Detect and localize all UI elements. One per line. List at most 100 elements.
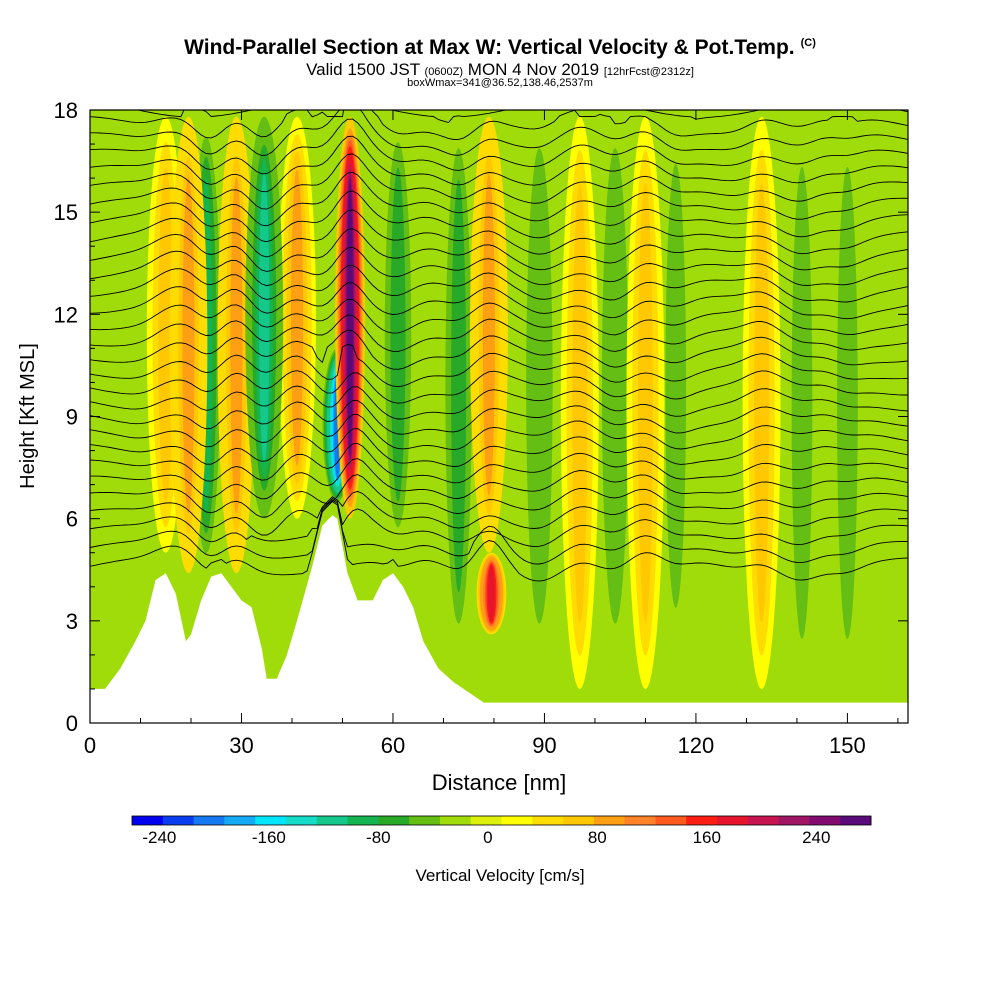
updraft-core — [217, 116, 256, 574]
colorbar-segment — [378, 816, 410, 825]
colorbar-tick-label: 160 — [693, 828, 721, 847]
colorbar-segment — [778, 816, 810, 825]
colorbar-segment — [285, 816, 318, 825]
theta-contour — [90, 414, 908, 451]
colorbar-segment — [809, 816, 841, 825]
colorbar-segment — [470, 816, 502, 825]
theta-contour — [90, 329, 908, 370]
downdraft-band-level — [259, 173, 270, 463]
downdraft-band-level — [451, 179, 467, 593]
colorbar-segment — [347, 816, 379, 825]
updraft-core — [335, 116, 365, 519]
colorbar-tick-label: 80 — [588, 828, 607, 847]
theta-contour — [90, 118, 908, 175]
x-tick-label: 30 — [229, 733, 253, 758]
theta-contour — [90, 370, 908, 404]
y-tick-label: 6 — [66, 507, 78, 532]
x-tick-label: 120 — [678, 733, 715, 758]
chart-title: Wind-Parallel Section at Max W: Vertical… — [0, 36, 1000, 60]
colorbar-segment — [193, 816, 225, 825]
updraft-core — [476, 552, 507, 635]
colorbar-segment — [593, 816, 626, 825]
updraft-band-level — [488, 565, 495, 622]
colorbar-segment — [132, 816, 164, 825]
theta-contour — [90, 499, 908, 565]
updraft-core — [742, 116, 781, 689]
theta-contour — [90, 209, 908, 258]
theta-contour — [90, 190, 908, 243]
downdraft-core — [828, 116, 867, 689]
colorbar-segment — [162, 816, 195, 825]
theta-contour — [90, 264, 908, 303]
colorbar-segment — [439, 816, 472, 825]
downdraft-band-level — [531, 179, 547, 593]
theta-contour — [90, 385, 908, 420]
terrain-profile — [90, 515, 908, 723]
y-tick-label: 9 — [66, 405, 78, 430]
colorbar-segment — [501, 816, 533, 825]
colorbar-label: Vertical Velocity [cm/s] — [415, 866, 584, 885]
colorbar-frame — [131, 815, 872, 826]
updraft-core — [560, 116, 599, 689]
updraft-core — [278, 116, 316, 519]
downdraft-core — [596, 116, 635, 655]
theta-contour — [90, 110, 908, 156]
updraft-band-level — [482, 174, 495, 496]
colorbar-tick-label: -160 — [252, 828, 286, 847]
updraft-band-level — [290, 169, 304, 466]
downdraft-core — [656, 116, 695, 655]
theta-contours — [90, 84, 908, 582]
colorbar-tick-label: -80 — [366, 828, 391, 847]
y-tick-label: 15 — [54, 200, 78, 225]
colorbar-segment — [686, 816, 718, 825]
colorbar-tick-label: -240 — [142, 828, 176, 847]
updraft-band-level — [158, 167, 174, 502]
colorbar-segment — [840, 816, 872, 825]
x-axis-label: Distance [nm] — [432, 770, 567, 795]
downdraft-band-level — [837, 166, 858, 639]
valid-utc: (0600Z) — [424, 66, 464, 78]
downdraft-core — [379, 116, 417, 553]
colorbar-segment — [563, 816, 595, 825]
copyright-mark: (C) — [800, 37, 816, 49]
colorbar-segment — [624, 816, 656, 825]
updraft-band-level — [572, 183, 588, 623]
downdraft-core — [245, 116, 284, 519]
colorbar-tick-label: 0 — [483, 828, 492, 847]
colorbar-segment — [747, 816, 780, 825]
colorbar-segment — [409, 816, 441, 825]
updraft-band-level — [754, 183, 770, 623]
theta-contour — [90, 400, 908, 435]
colorbar-segment — [717, 816, 749, 825]
updraft-band-level — [230, 176, 243, 514]
theta-contour — [90, 474, 908, 518]
downdraft-core — [783, 116, 821, 689]
theta-contour — [135, 110, 908, 124]
downdraft-band-level — [665, 163, 687, 608]
downdraft-band-level — [791, 166, 813, 639]
x-tick-label: 150 — [829, 733, 866, 758]
theta-contour — [90, 501, 908, 582]
theta-contour — [90, 228, 908, 272]
theta-contour — [90, 135, 908, 193]
terrain-mask — [90, 515, 908, 723]
theta-contour — [90, 246, 908, 287]
theta-contour — [90, 314, 908, 352]
x-tick-label: 0 — [84, 733, 96, 758]
colorbar-segment — [316, 816, 349, 825]
colorbar-segment — [532, 816, 564, 825]
forecast-label: [12hrFcst@2312z] — [603, 66, 694, 78]
downdraft-band-level — [390, 167, 406, 502]
valid-time: Valid 1500 JST — [306, 60, 420, 79]
theta-contour — [90, 497, 908, 548]
theta-contour — [90, 428, 908, 467]
colorbar-tick-label: 240 — [802, 828, 830, 847]
colorbar-segment — [655, 816, 687, 825]
y-tick-label: 12 — [54, 302, 78, 327]
updraft-core — [469, 116, 508, 553]
box-info: boxWmax=341@36.52,138.46,2537m — [407, 77, 593, 89]
theta-contour — [90, 84, 908, 101]
updraft-band-level — [637, 183, 653, 623]
y-tick-label: 3 — [66, 609, 78, 634]
